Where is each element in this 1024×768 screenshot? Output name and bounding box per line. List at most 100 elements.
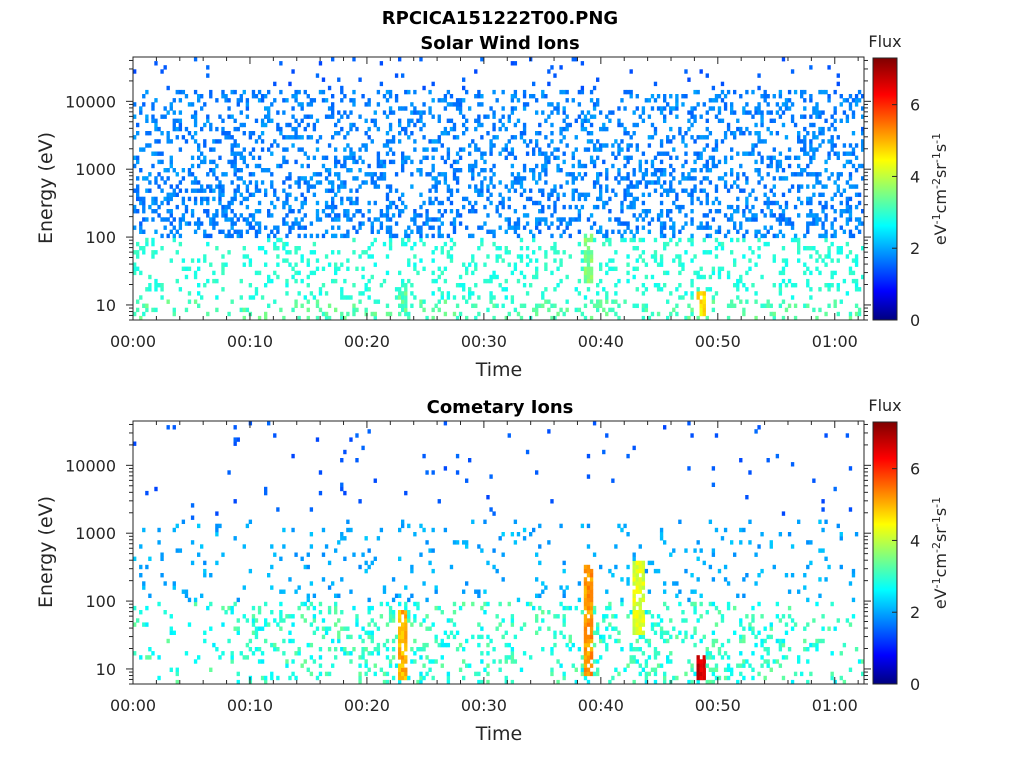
flux-cell xyxy=(553,614,557,619)
flux-cell xyxy=(611,307,615,313)
flux-cell xyxy=(720,614,725,619)
flux-cell xyxy=(790,626,795,631)
flux-cell xyxy=(635,601,639,607)
flux-cell xyxy=(586,453,591,459)
flux-cell xyxy=(462,85,466,91)
flux-cell xyxy=(230,610,234,615)
flux-cell xyxy=(364,287,368,292)
flux-cell xyxy=(251,614,256,619)
flux-cell xyxy=(830,204,834,210)
flux-cell xyxy=(303,564,307,570)
flux-cell xyxy=(842,143,847,148)
flux-cell xyxy=(480,184,484,189)
flux-cell xyxy=(294,118,298,124)
flux-cell xyxy=(827,626,831,631)
flux-cell xyxy=(605,295,609,300)
flux-cell xyxy=(696,295,700,300)
flux-cell xyxy=(321,155,326,161)
flux-cell xyxy=(736,229,740,235)
x-axis: 00:00 00:10 00:20 00:30 00:40 00:50 01:00 xyxy=(110,421,859,715)
flux-cell xyxy=(297,147,301,152)
flux-cell xyxy=(757,151,761,156)
flux-cell xyxy=(745,614,749,619)
flux-cell xyxy=(291,143,295,148)
flux-cell xyxy=(221,270,225,276)
flux-cell xyxy=(309,114,314,119)
flux-cell xyxy=(571,163,575,169)
flux-cell xyxy=(638,544,642,549)
flux-cell xyxy=(806,303,810,309)
flux-cell xyxy=(757,601,761,607)
flux-cell xyxy=(254,163,259,169)
flux-cell xyxy=(413,122,417,128)
flux-cell xyxy=(385,151,390,156)
flux-cell xyxy=(742,638,746,644)
flux-cell xyxy=(857,311,862,317)
flux-cell xyxy=(580,118,585,124)
flux-cell xyxy=(599,126,603,132)
flux-cell xyxy=(635,229,639,235)
x-tick-label: 00:40 xyxy=(578,332,624,351)
flux-cell xyxy=(376,217,381,222)
flux-cell xyxy=(803,233,807,239)
flux-cell xyxy=(181,196,186,202)
flux-cell xyxy=(324,200,329,206)
flux-cell xyxy=(769,159,773,165)
flux-cell xyxy=(288,614,292,619)
flux-cell xyxy=(638,564,642,570)
flux-cell xyxy=(361,94,365,99)
flux-cell xyxy=(285,241,289,247)
flux-cell xyxy=(845,433,850,438)
flux-cell xyxy=(763,98,767,103)
flux-cell xyxy=(675,192,679,198)
flux-cell xyxy=(337,634,341,640)
flux-cell xyxy=(638,581,642,586)
flux-cell xyxy=(583,114,588,119)
flux-cell xyxy=(763,626,767,631)
flux-cell xyxy=(355,614,359,619)
flux-cell xyxy=(352,283,356,288)
flux-cell xyxy=(678,519,682,525)
flux-cell xyxy=(245,196,250,202)
flux-cell xyxy=(720,176,725,181)
flux-cell xyxy=(337,131,341,136)
flux-cell xyxy=(547,429,551,434)
flux-cell xyxy=(824,89,828,95)
flux-cell xyxy=(352,647,356,652)
flux-cell xyxy=(486,229,490,235)
flux-cell xyxy=(702,176,706,181)
flux-cell xyxy=(282,98,286,103)
flux-cell xyxy=(656,180,661,185)
flux-cell xyxy=(568,647,572,652)
flux-cell xyxy=(370,139,374,144)
flux-cell xyxy=(331,94,335,99)
flux-cell xyxy=(257,155,262,161)
flux-cell xyxy=(775,601,780,607)
flux-cell xyxy=(145,490,149,496)
flux-cell xyxy=(404,659,408,664)
flux-cell xyxy=(790,573,795,578)
flux-cell xyxy=(696,671,700,677)
flux-cell xyxy=(742,634,746,640)
flux-cell xyxy=(419,213,423,218)
flux-cell xyxy=(215,184,219,189)
flux-cell xyxy=(337,184,341,189)
flux-cell xyxy=(401,523,405,529)
flux-cell xyxy=(699,667,703,673)
flux-cell xyxy=(300,200,304,206)
flux-cell xyxy=(486,254,490,259)
flux-cell xyxy=(836,523,840,529)
flux-cell xyxy=(352,98,356,103)
flux-cell xyxy=(398,556,402,562)
flux-cell xyxy=(650,254,655,259)
flux-cell xyxy=(754,110,758,115)
flux-cell xyxy=(583,647,588,652)
flux-cell xyxy=(653,622,658,627)
flux-cell xyxy=(818,577,822,582)
flux-cell xyxy=(361,647,365,652)
flux-cell xyxy=(638,180,642,185)
flux-cell xyxy=(455,176,460,181)
flux-cell xyxy=(809,172,813,177)
flux-cell xyxy=(291,307,295,313)
flux-cell xyxy=(370,618,374,623)
